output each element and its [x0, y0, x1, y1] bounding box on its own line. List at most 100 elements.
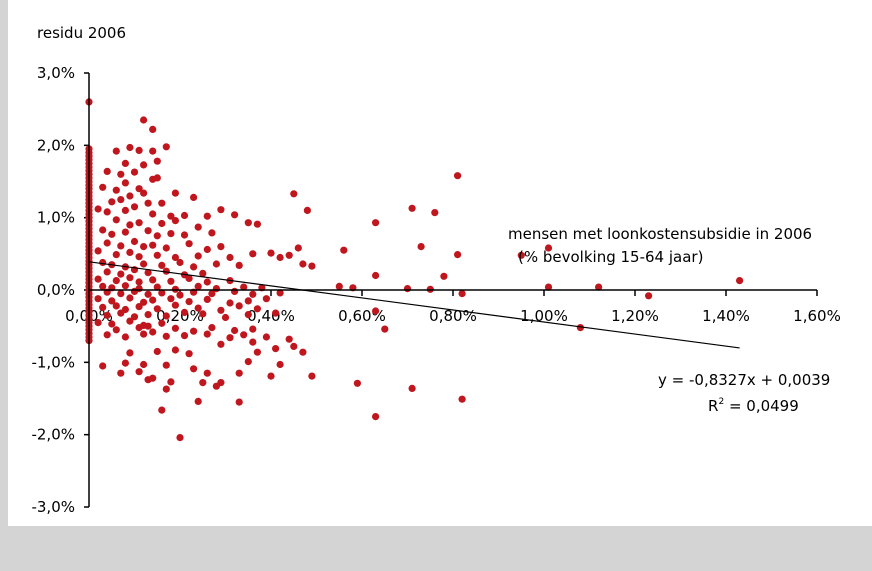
data-point	[417, 243, 425, 251]
data-point	[171, 301, 179, 309]
data-point	[180, 332, 189, 340]
data-point	[158, 319, 166, 327]
data-point	[144, 322, 152, 330]
data-point	[126, 248, 134, 256]
data-point	[249, 290, 257, 298]
data-point	[372, 307, 380, 315]
data-point	[99, 362, 107, 370]
data-point	[94, 247, 102, 255]
data-point	[140, 260, 148, 268]
data-points	[85, 98, 744, 442]
data-point	[199, 379, 207, 387]
data-point	[194, 252, 202, 260]
data-point	[117, 369, 125, 377]
data-point	[99, 226, 107, 234]
data-point	[140, 243, 148, 251]
trendline	[88, 261, 740, 349]
data-point	[517, 251, 525, 259]
data-point	[149, 328, 157, 336]
data-point	[121, 282, 129, 290]
data-point	[267, 372, 275, 380]
data-point	[290, 342, 298, 350]
x-tick-label: 1,20%	[611, 307, 659, 325]
data-point	[162, 143, 170, 151]
data-point	[121, 359, 129, 367]
data-point	[203, 278, 211, 286]
data-point	[103, 239, 111, 247]
data-point	[199, 310, 207, 318]
data-point	[203, 295, 211, 303]
r-squared-label: R2 = 0,0499	[708, 397, 799, 415]
data-point	[167, 378, 175, 386]
data-point	[231, 326, 239, 335]
data-point	[117, 290, 125, 298]
data-point	[103, 268, 111, 276]
data-point	[212, 260, 220, 268]
data-point	[226, 334, 234, 342]
y-tick-label: 3,0%	[37, 64, 75, 82]
data-point	[130, 168, 139, 176]
data-point	[103, 208, 111, 216]
data-point	[240, 331, 248, 339]
data-point	[408, 384, 416, 392]
data-point	[108, 198, 116, 206]
data-point	[149, 210, 157, 218]
data-point	[158, 261, 166, 269]
data-point	[285, 335, 293, 343]
data-point	[217, 340, 225, 348]
data-point	[203, 212, 211, 220]
data-point	[203, 245, 211, 254]
data-point	[190, 327, 198, 335]
data-point	[167, 230, 175, 238]
data-point	[208, 290, 216, 298]
data-point	[135, 185, 143, 193]
data-point	[171, 346, 179, 354]
data-point	[153, 347, 161, 356]
y-axis-title: residu 2006	[37, 24, 126, 42]
data-point	[99, 282, 107, 290]
data-point	[454, 251, 462, 259]
data-point	[94, 319, 102, 327]
data-point	[158, 199, 166, 207]
data-point	[231, 211, 239, 219]
data-point	[112, 186, 120, 194]
data-point	[108, 320, 116, 328]
data-point	[126, 349, 134, 357]
data-point	[99, 303, 107, 311]
data-point	[162, 267, 170, 275]
y-tick-label: -2,0%	[31, 426, 75, 444]
data-point	[272, 309, 280, 317]
data-point	[121, 206, 129, 214]
data-point	[149, 241, 157, 249]
data-point	[162, 332, 170, 340]
data-point	[199, 269, 207, 277]
data-point	[153, 251, 161, 259]
data-point	[121, 159, 129, 167]
data-point	[149, 125, 157, 133]
data-point	[112, 147, 120, 155]
data-point	[108, 230, 116, 238]
data-point	[353, 379, 361, 387]
data-point	[231, 287, 239, 295]
data-point	[140, 330, 148, 338]
data-point	[140, 298, 148, 306]
data-point	[290, 190, 298, 198]
data-point	[308, 262, 316, 270]
data-point	[244, 297, 252, 305]
data-point	[126, 317, 134, 325]
data-point	[126, 192, 134, 200]
data-point	[117, 270, 125, 278]
data-point	[158, 289, 166, 297]
data-point	[208, 324, 216, 332]
data-point	[176, 291, 184, 299]
data-point	[276, 360, 284, 369]
data-point	[203, 369, 211, 377]
y-tick-label: 2,0%	[37, 136, 75, 154]
data-point	[94, 205, 102, 213]
data-point	[171, 189, 179, 197]
data-point	[171, 217, 179, 225]
data-point	[203, 330, 211, 338]
data-point	[440, 272, 448, 280]
data-point	[121, 333, 129, 341]
